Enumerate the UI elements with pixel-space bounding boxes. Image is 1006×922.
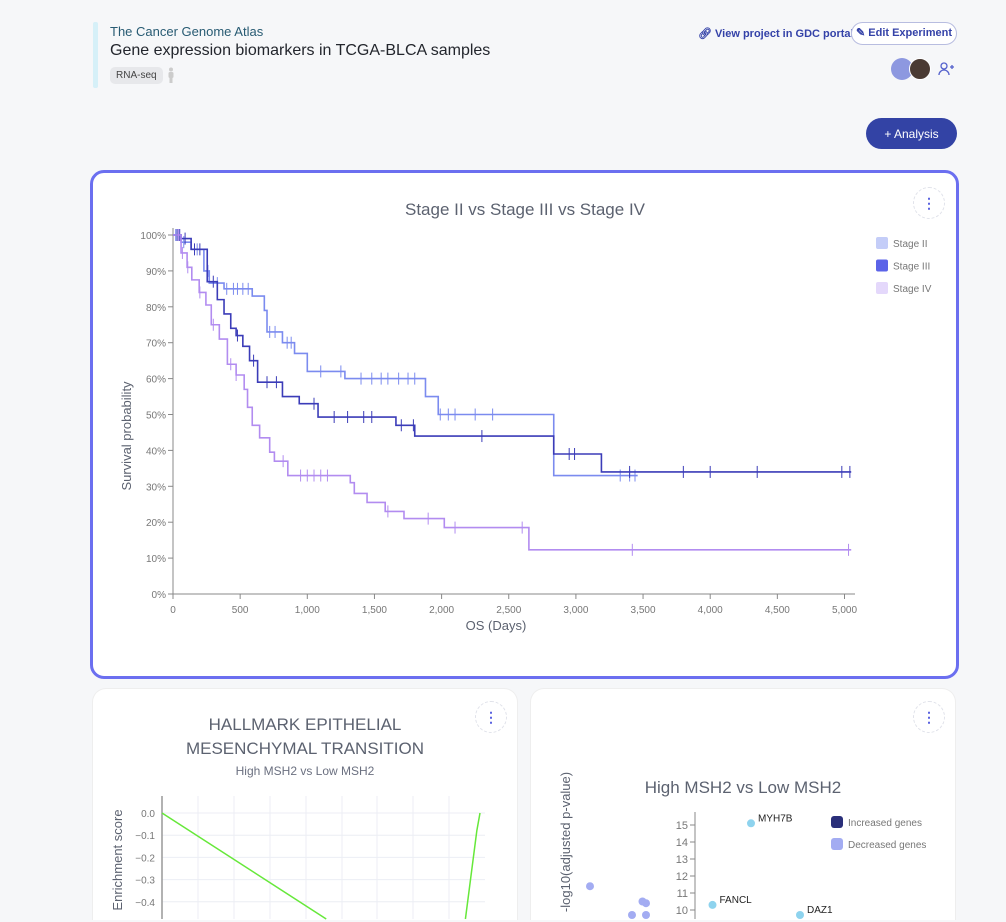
gsea-chart-card: ⋮: [92, 688, 518, 920]
add-analysis-button[interactable]: + Analysis: [866, 118, 957, 149]
data-type-badge: RNA-seq: [110, 67, 163, 84]
pencil-icon: ✎: [855, 27, 869, 39]
header-accent-bar: [93, 22, 98, 88]
person-icon: [168, 67, 174, 83]
survival-chart-card: ⋮: [90, 170, 959, 679]
view-gdc-portal-link[interactable]: 🔗︎ View project in GDC portal: [698, 28, 854, 40]
avatar[interactable]: [891, 58, 913, 80]
page-title: Gene expression biomarkers in TCGA-BLCA …: [110, 42, 491, 59]
kebab-menu-icon[interactable]: ⋮: [913, 701, 945, 733]
organization-name: The Cancer Genome Atlas: [110, 24, 264, 39]
kebab-menu-icon[interactable]: ⋮: [475, 701, 507, 733]
edit-experiment-button[interactable]: ✎ Edit Experiment: [851, 22, 957, 45]
kebab-menu-icon[interactable]: ⋮: [913, 187, 945, 219]
user-plus-icon[interactable]: [937, 59, 955, 79]
avatar[interactable]: [909, 58, 931, 80]
volcano-chart-card: ⋮: [530, 688, 956, 920]
link-icon: 🔗︎: [698, 28, 716, 40]
